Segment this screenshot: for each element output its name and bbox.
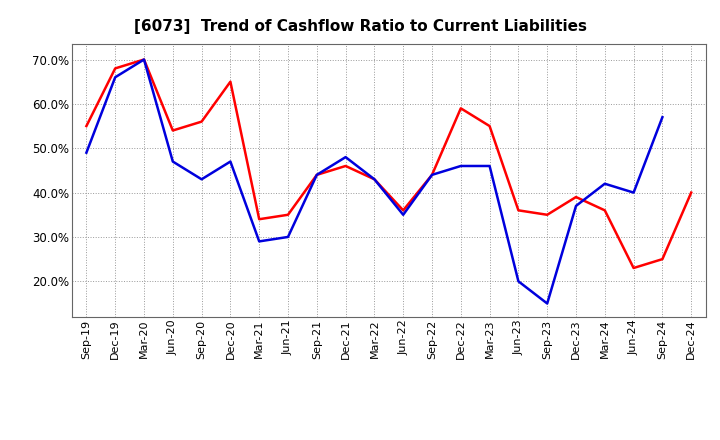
Free CF to Current Liabilities — [197, 176, 206, 182]
Operating CF to Current Liabilities — [111, 66, 120, 71]
Free CF to Current Liabilities — [629, 190, 638, 195]
Free CF to Current Liabilities — [370, 176, 379, 182]
Free CF to Current Liabilities — [485, 163, 494, 169]
Free CF to Current Liabilities — [514, 279, 523, 284]
Text: [6073]  Trend of Cashflow Ratio to Current Liabilities: [6073] Trend of Cashflow Ratio to Curren… — [133, 19, 587, 34]
Operating CF to Current Liabilities — [312, 172, 321, 177]
Operating CF to Current Liabilities — [456, 106, 465, 111]
Free CF to Current Liabilities — [456, 163, 465, 169]
Free CF to Current Liabilities — [284, 235, 292, 240]
Operating CF to Current Liabilities — [197, 119, 206, 124]
Line: Operating CF to Current Liabilities: Operating CF to Current Liabilities — [86, 59, 691, 268]
Free CF to Current Liabilities — [140, 57, 148, 62]
Free CF to Current Liabilities — [658, 114, 667, 120]
Operating CF to Current Liabilities — [341, 163, 350, 169]
Free CF to Current Liabilities — [312, 172, 321, 177]
Free CF to Current Liabilities — [572, 203, 580, 209]
Line: Free CF to Current Liabilities: Free CF to Current Liabilities — [86, 59, 662, 304]
Operating CF to Current Liabilities — [543, 212, 552, 217]
Operating CF to Current Liabilities — [572, 194, 580, 200]
Operating CF to Current Liabilities — [284, 212, 292, 217]
Operating CF to Current Liabilities — [370, 176, 379, 182]
Operating CF to Current Liabilities — [226, 79, 235, 84]
Free CF to Current Liabilities — [600, 181, 609, 187]
Free CF to Current Liabilities — [543, 301, 552, 306]
Operating CF to Current Liabilities — [255, 216, 264, 222]
Operating CF to Current Liabilities — [428, 172, 436, 177]
Free CF to Current Liabilities — [399, 212, 408, 217]
Operating CF to Current Liabilities — [600, 208, 609, 213]
Free CF to Current Liabilities — [341, 154, 350, 160]
Free CF to Current Liabilities — [111, 75, 120, 80]
Free CF to Current Liabilities — [428, 172, 436, 177]
Operating CF to Current Liabilities — [168, 128, 177, 133]
Operating CF to Current Liabilities — [399, 208, 408, 213]
Free CF to Current Liabilities — [82, 150, 91, 155]
Operating CF to Current Liabilities — [140, 57, 148, 62]
Operating CF to Current Liabilities — [514, 208, 523, 213]
Operating CF to Current Liabilities — [485, 124, 494, 129]
Operating CF to Current Liabilities — [82, 124, 91, 129]
Operating CF to Current Liabilities — [629, 265, 638, 271]
Free CF to Current Liabilities — [226, 159, 235, 164]
Operating CF to Current Liabilities — [687, 190, 696, 195]
Free CF to Current Liabilities — [255, 239, 264, 244]
Operating CF to Current Liabilities — [658, 257, 667, 262]
Free CF to Current Liabilities — [168, 159, 177, 164]
